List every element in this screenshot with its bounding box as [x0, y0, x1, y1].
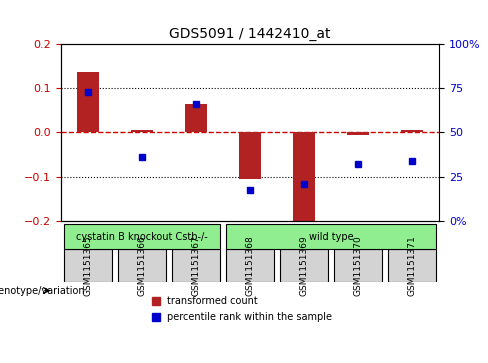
Text: percentile rank within the sample: percentile rank within the sample — [167, 312, 332, 322]
Text: wild type: wild type — [309, 232, 353, 242]
Text: GSM1151371: GSM1151371 — [407, 235, 417, 296]
Bar — [239, 132, 261, 179]
FancyBboxPatch shape — [64, 224, 221, 249]
Text: GSM1151365: GSM1151365 — [83, 235, 93, 296]
FancyBboxPatch shape — [388, 249, 436, 282]
FancyBboxPatch shape — [226, 249, 274, 282]
Bar — [401, 130, 423, 132]
Bar — [293, 132, 315, 226]
Text: cystatin B knockout Cstb-/-: cystatin B knockout Cstb-/- — [76, 232, 208, 242]
Text: GSM1151369: GSM1151369 — [300, 235, 308, 296]
FancyBboxPatch shape — [280, 249, 328, 282]
Text: transformed count: transformed count — [167, 296, 258, 306]
Bar — [77, 73, 99, 132]
FancyBboxPatch shape — [118, 249, 166, 282]
Text: GSM1151368: GSM1151368 — [245, 235, 255, 296]
Text: GSM1151366: GSM1151366 — [138, 235, 146, 296]
FancyBboxPatch shape — [64, 249, 112, 282]
FancyBboxPatch shape — [334, 249, 383, 282]
FancyBboxPatch shape — [226, 224, 436, 249]
Title: GDS5091 / 1442410_at: GDS5091 / 1442410_at — [169, 27, 331, 41]
Bar — [185, 103, 207, 132]
Text: GSM1151367: GSM1151367 — [192, 235, 201, 296]
Text: GSM1151370: GSM1151370 — [354, 235, 363, 296]
Bar — [347, 132, 369, 135]
FancyBboxPatch shape — [172, 249, 221, 282]
Bar — [131, 130, 153, 132]
Text: genotype/variation: genotype/variation — [0, 286, 85, 295]
